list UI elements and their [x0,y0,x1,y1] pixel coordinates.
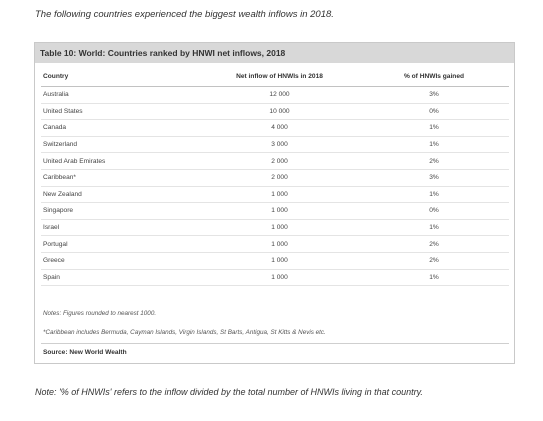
column-header-country: Country [41,67,200,87]
net-inflow-cell: 1 000 [200,219,357,237]
percent-gained-cell: 1% [357,186,509,204]
net-inflow-cell: 1 000 [200,202,357,220]
percent-gained-cell: 2% [357,252,509,270]
table-row: New Zealand 1 000 1% [41,186,509,204]
net-inflow-cell: 1 000 [200,186,357,204]
column-header-percent-gained: % of HNWIs gained [357,67,509,87]
country-cell: Caribbean* [41,169,200,187]
net-inflow-cell: 2 000 [200,169,357,187]
table-row: Spain 1 000 1% [41,269,509,287]
table-row: Israel 1 000 1% [41,219,509,237]
net-inflow-cell: 1 000 [200,235,357,253]
table-header-row: Country Net inflow of HNWIs in 2018 % of… [41,67,509,87]
intro-text: The following countries experienced the … [35,9,334,20]
percent-gained-cell: 0% [357,202,509,220]
table-row: Greece 1 000 2% [41,252,509,270]
net-inflow-cell: 4 000 [200,119,357,137]
percent-gained-cell: 3% [357,169,509,187]
net-inflow-cell: 1 000 [200,269,357,287]
country-cell: Israel [41,219,200,237]
percent-gained-cell: 2% [357,235,509,253]
table-panel: Table 10: World: Countries ranked by HNW… [34,42,515,364]
net-inflow-cell: 2 000 [200,152,357,170]
percent-gained-cell: 1% [357,219,509,237]
percent-gained-cell: 1% [357,119,509,137]
caribbean-footnote: *Caribbean includes Bermuda, Cayman Isla… [43,329,326,336]
column-header-net-inflow: Net inflow of HNWIs in 2018 [200,67,357,87]
country-cell: New Zealand [41,186,200,204]
net-inflow-cell: 1 000 [200,252,357,270]
country-cell: Portugal [41,235,200,253]
net-inflow-cell: 10 000 [200,103,357,121]
source-label: Source: New World Wealth [43,349,127,356]
country-cell: United States [41,103,200,121]
percent-gained-cell: 0% [357,103,509,121]
table-title: Table 10: World: Countries ranked by HNW… [35,43,514,63]
country-cell: Spain [41,269,200,287]
country-cell: United Arab Emirates [41,152,200,170]
bottom-note: Note: '% of HNWIs' refers to the inflow … [35,387,423,397]
country-cell: Australia [41,86,200,104]
percent-gained-cell: 2% [357,152,509,170]
percent-gained-cell: 1% [357,269,509,287]
table-row: United Arab Emirates 2 000 2% [41,152,509,170]
net-inflow-cell: 3 000 [200,136,357,154]
country-cell: Switzerland [41,136,200,154]
table-row: Caribbean* 2 000 3% [41,169,509,187]
net-inflow-cell: 12 000 [200,86,357,104]
table-row: United States 10 000 0% [41,103,509,121]
percent-gained-cell: 3% [357,86,509,104]
table-row: Australia 12 000 3% [41,86,509,104]
country-cell: Canada [41,119,200,137]
country-cell: Greece [41,252,200,270]
table-notes: Notes: Figures rounded to nearest 1000. [43,310,157,317]
table-row: Switzerland 3 000 1% [41,136,509,154]
source-divider [41,343,509,344]
percent-gained-cell: 1% [357,136,509,154]
hnwi-inflows-table: Country Net inflow of HNWIs in 2018 % of… [41,67,509,287]
table-row: Singapore 1 000 0% [41,202,509,220]
country-cell: Singapore [41,202,200,220]
table-row: Portugal 1 000 2% [41,235,509,253]
table-row: Canada 4 000 1% [41,119,509,137]
